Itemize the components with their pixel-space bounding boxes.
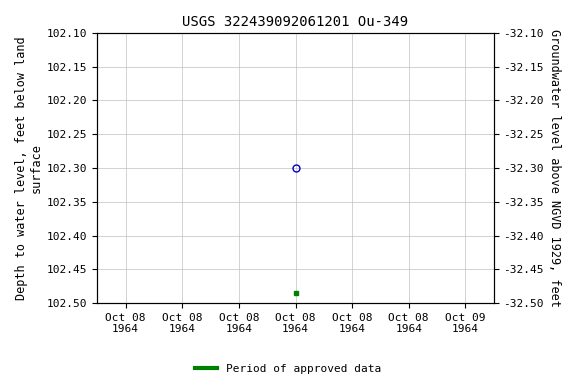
Y-axis label: Depth to water level, feet below land
surface: Depth to water level, feet below land su… <box>15 36 43 300</box>
Title: USGS 322439092061201 Ou-349: USGS 322439092061201 Ou-349 <box>183 15 408 29</box>
Legend: Period of approved data: Period of approved data <box>191 359 385 379</box>
Y-axis label: Groundwater level above NGVD 1929, feet: Groundwater level above NGVD 1929, feet <box>548 29 561 307</box>
